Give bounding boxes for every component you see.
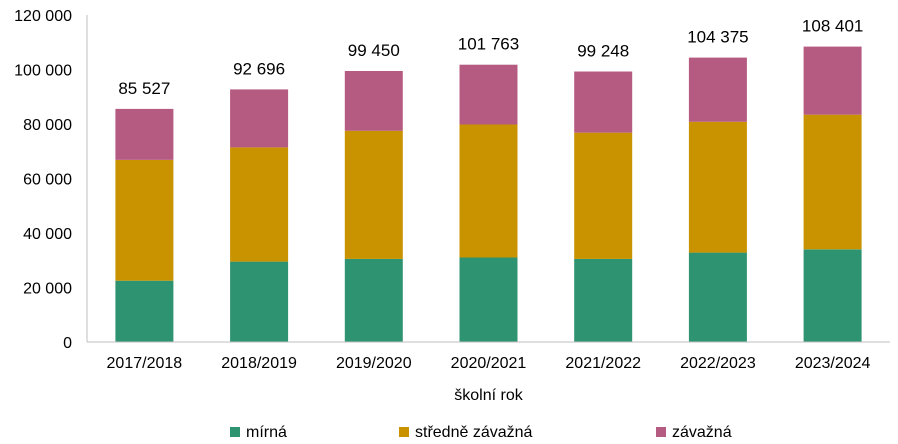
bar-segment-mirna — [344, 258, 403, 342]
bar-segment-mirna — [459, 257, 518, 342]
legend-label: středně závažná — [415, 424, 533, 441]
total-labels: 85 527 92 696 99 450 101 763 99 248 104 375 10… — [118, 17, 863, 98]
bar-segment-stredne-zavazna — [230, 147, 289, 262]
y-tick-label: 40 000 — [23, 226, 72, 243]
x-tick-label: 2020/2021 — [451, 355, 527, 372]
bar-segment-mirna — [688, 252, 747, 342]
total-label: 92 696 — [233, 59, 285, 78]
bar-segment-mirna — [230, 261, 289, 342]
x-axis-title: školní rok — [454, 387, 523, 404]
x-tick-label: 2022/2023 — [680, 355, 756, 372]
y-tick-label: 0 — [63, 335, 72, 352]
legend-label: závažná — [672, 424, 732, 441]
bar-segment-stredne-zavazna — [574, 132, 633, 259]
legend-swatch — [656, 427, 666, 437]
y-tick-label: 100 000 — [14, 63, 72, 80]
bar-segment-mirna — [574, 258, 633, 342]
bar-segment-stredne-zavazna — [344, 130, 403, 259]
bar-segment-stredne-zavazna — [803, 114, 862, 250]
bar-segment-stredne-zavazna — [459, 124, 518, 258]
bar-segment-zavazna — [688, 57, 747, 122]
total-label: 104 375 — [687, 28, 748, 47]
bar-segment-stredne-zavazna — [688, 121, 747, 253]
total-label: 108 401 — [802, 17, 863, 36]
y-axis-ticks: 0 20 000 40 000 60 000 80 000 100 000 120 000 — [14, 8, 72, 352]
bar-segment-zavazna — [230, 89, 289, 148]
x-tick-label: 2017/2018 — [107, 355, 183, 372]
bar-segment-zavazna — [115, 108, 174, 160]
y-tick-label: 20 000 — [23, 281, 72, 298]
x-tick-label: 2019/2020 — [336, 355, 412, 372]
bar-segment-mirna — [115, 280, 174, 342]
bar-segment-mirna — [803, 249, 862, 342]
total-label: 85 527 — [118, 79, 170, 98]
x-tick-label: 2021/2022 — [565, 355, 641, 372]
total-label: 101 763 — [458, 35, 519, 54]
bar-segment-zavazna — [574, 71, 633, 133]
bar-segment-zavazna — [344, 71, 403, 131]
bar-segment-stredne-zavazna — [115, 160, 174, 281]
y-tick-label: 80 000 — [23, 117, 72, 134]
bars — [115, 46, 862, 342]
y-tick-label: 120 000 — [14, 8, 72, 25]
legend-swatch — [399, 427, 409, 437]
total-label: 99 248 — [577, 42, 629, 61]
x-tick-label: 2023/2024 — [795, 355, 871, 372]
bar-segment-zavazna — [803, 46, 862, 115]
legend-label: mírná — [246, 424, 287, 441]
bar-segment-zavazna — [459, 64, 518, 125]
total-label: 99 450 — [348, 41, 400, 60]
y-tick-label: 60 000 — [23, 172, 72, 189]
x-tick-label: 2018/2019 — [221, 355, 297, 372]
x-axis-ticks: 2017/2018 2018/2019 2019/2020 2020/2021 2021… — [107, 355, 871, 372]
legend-swatch — [230, 427, 240, 437]
legend: mírná středně závažná závažná — [230, 424, 732, 441]
